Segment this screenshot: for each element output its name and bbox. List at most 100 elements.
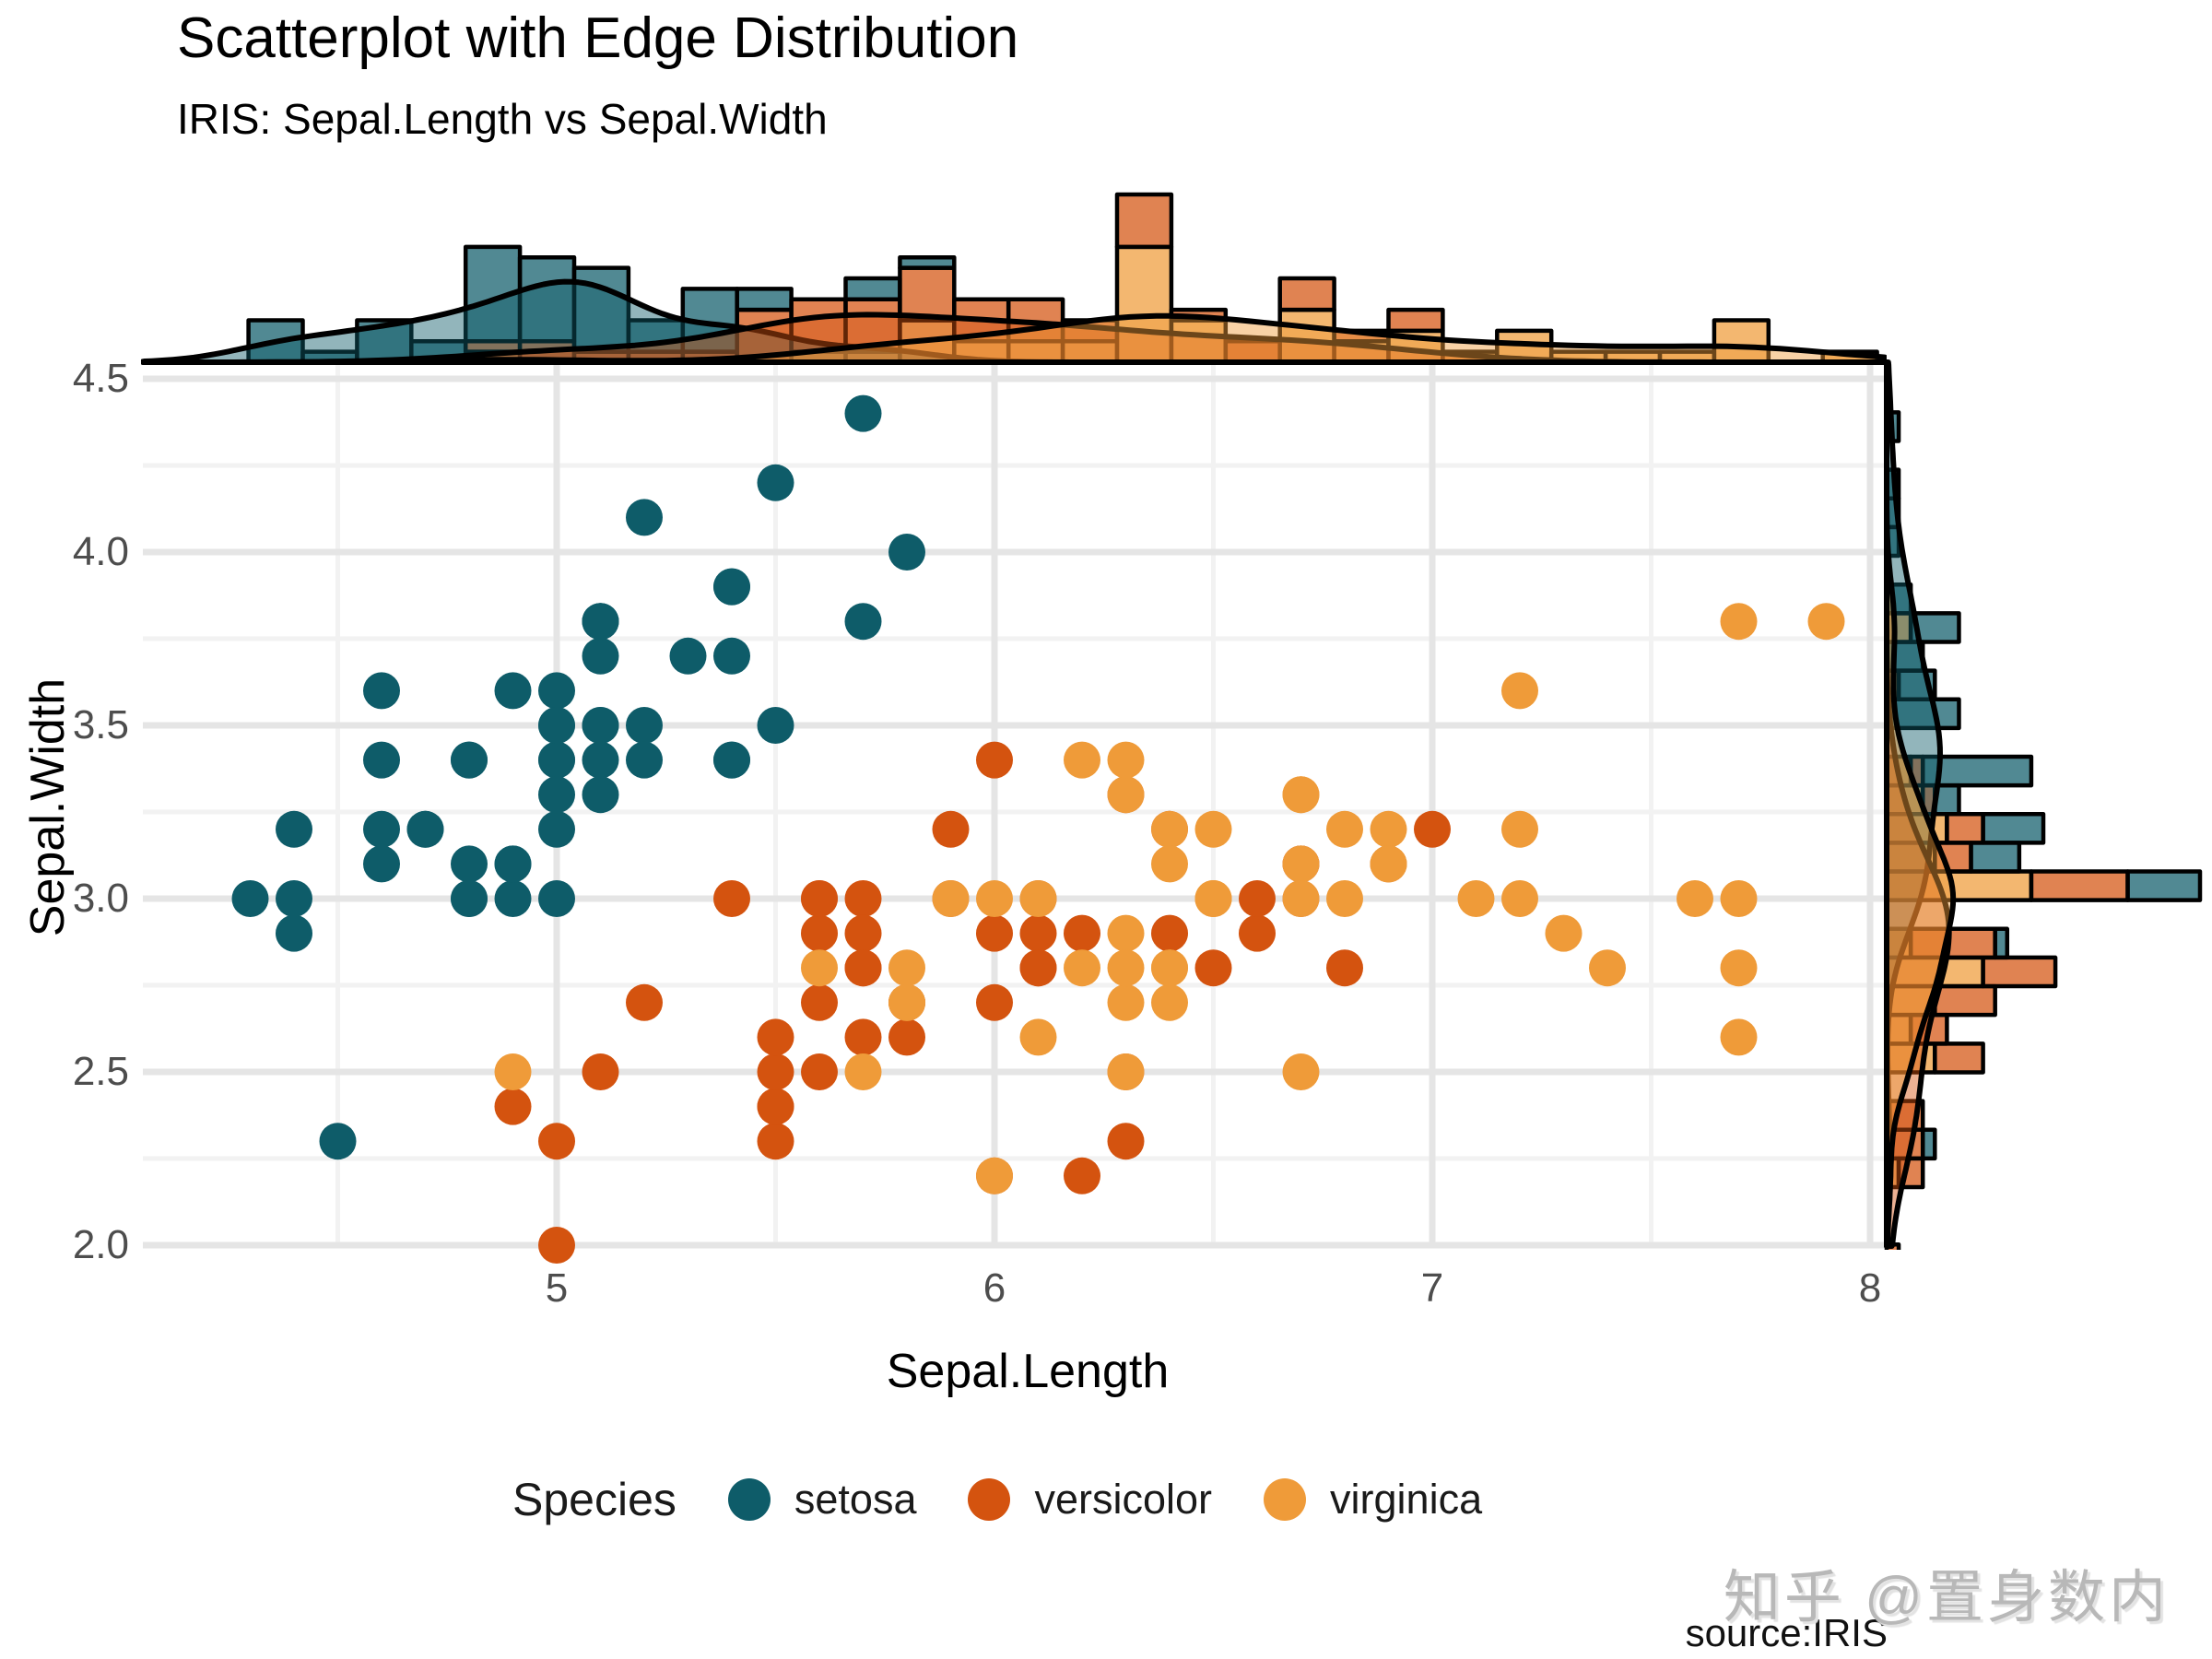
point-virginica (1545, 914, 1583, 952)
point-setosa (582, 776, 619, 814)
point-setosa (713, 637, 750, 675)
point-setosa (538, 672, 575, 710)
point-versicolor (626, 983, 663, 1021)
top-hist-bar-versicolor (898, 265, 957, 323)
point-setosa (582, 637, 619, 675)
point-virginica (1282, 776, 1320, 814)
point-versicolor (494, 1088, 532, 1125)
point-virginica (1107, 776, 1145, 814)
right-hist-bar-setosa (1969, 841, 2022, 874)
y-tick-label: 3.5 (72, 702, 129, 747)
point-virginica (1720, 949, 1758, 987)
x-axis-title: Sepal.Length (886, 1345, 1170, 1398)
right-hist-bar-setosa (1993, 926, 2010, 960)
point-setosa (276, 880, 312, 917)
point-versicolor (1064, 914, 1100, 952)
point-versicolor (1194, 949, 1232, 987)
point-virginica (1151, 810, 1188, 848)
point-virginica (1370, 845, 1407, 883)
point-versicolor (976, 741, 1013, 779)
point-versicolor (976, 914, 1013, 952)
y-axis-title: Sepal.Width (21, 677, 75, 937)
right-hist-bar-versicolor (1933, 1041, 1985, 1075)
point-setosa (713, 741, 750, 779)
point-versicolor (757, 1053, 794, 1090)
point-setosa (582, 741, 619, 779)
point-virginica (1151, 845, 1188, 883)
point-setosa (538, 776, 575, 814)
point-versicolor (1107, 1123, 1145, 1160)
point-versicolor (801, 914, 838, 952)
point-virginica (1720, 880, 1758, 917)
y-tick-label: 4.5 (72, 356, 129, 401)
right-hist-bar-setosa (1981, 812, 2046, 845)
point-versicolor (1326, 949, 1363, 987)
point-virginica (976, 1157, 1013, 1194)
right-hist-bar-setosa (2125, 869, 2203, 902)
right-density-virginica (1884, 499, 1957, 1249)
point-virginica (1107, 949, 1145, 987)
right-hist-bar-versicolor (1933, 983, 1997, 1018)
point-setosa (231, 880, 269, 917)
point-versicolor (538, 1227, 575, 1264)
point-setosa (363, 741, 400, 779)
point-setosa (669, 637, 707, 675)
y-tick-label: 2.0 (72, 1222, 129, 1267)
point-versicolor (757, 1088, 794, 1125)
y-tick-label: 4.0 (72, 529, 129, 574)
top-hist-bar-setosa (843, 276, 902, 301)
point-setosa (406, 810, 444, 848)
point-versicolor (1019, 914, 1057, 952)
right-hist-bar-setosa (1920, 1127, 1937, 1161)
x-tick-label: 6 (982, 1265, 1006, 1311)
point-virginica (1019, 880, 1057, 917)
point-virginica (1194, 810, 1232, 848)
legend-label-setosa: setosa (794, 1476, 917, 1523)
point-virginica (1107, 914, 1145, 952)
point-setosa (888, 534, 925, 571)
point-setosa (538, 741, 575, 779)
point-setosa (451, 845, 488, 883)
point-versicolor (757, 1018, 794, 1056)
top-hist-bar-setosa (626, 318, 686, 354)
point-setosa (494, 672, 532, 710)
point-virginica (1457, 880, 1495, 917)
point-virginica (1107, 741, 1145, 779)
right-hist-bar-versicolor (1981, 955, 2058, 989)
point-setosa (713, 568, 750, 606)
point-virginica (1107, 983, 1145, 1021)
point-setosa (538, 707, 575, 744)
point-virginica (1720, 1018, 1758, 1056)
point-virginica (1019, 1018, 1057, 1056)
caption: source:IRIS (1685, 1611, 1888, 1654)
point-virginica (801, 949, 838, 987)
point-versicolor (1064, 1157, 1100, 1194)
right-hist-bar-versicolor (1945, 812, 1985, 845)
point-virginica (1807, 603, 1845, 641)
legend-dot-setosa (727, 1478, 771, 1521)
chart-subtitle: IRIS: Sepal.Length vs Sepal.Width (177, 95, 828, 143)
legend: Species setosa versicolor virginica (512, 1473, 1482, 1526)
point-setosa (363, 672, 400, 710)
top-hist-bar-versicolor (1277, 276, 1336, 312)
point-setosa (582, 603, 619, 641)
top-hist-bar-setosa (898, 255, 957, 270)
point-versicolor (801, 1053, 838, 1090)
point-setosa (626, 499, 663, 536)
point-setosa (844, 394, 882, 432)
point-versicolor (801, 880, 838, 917)
point-virginica (844, 1053, 882, 1090)
point-versicolor (976, 983, 1013, 1021)
x-tick-label: 8 (1858, 1265, 1882, 1311)
scatter-points (231, 394, 1845, 1264)
y-tick-label: 2.5 (72, 1049, 129, 1094)
point-versicolor (1151, 914, 1188, 952)
y-tick-label: 3.0 (72, 876, 129, 921)
point-setosa (844, 603, 882, 641)
point-virginica (1064, 741, 1100, 779)
point-virginica (1501, 810, 1538, 848)
point-setosa (363, 845, 400, 883)
point-virginica (932, 880, 970, 917)
